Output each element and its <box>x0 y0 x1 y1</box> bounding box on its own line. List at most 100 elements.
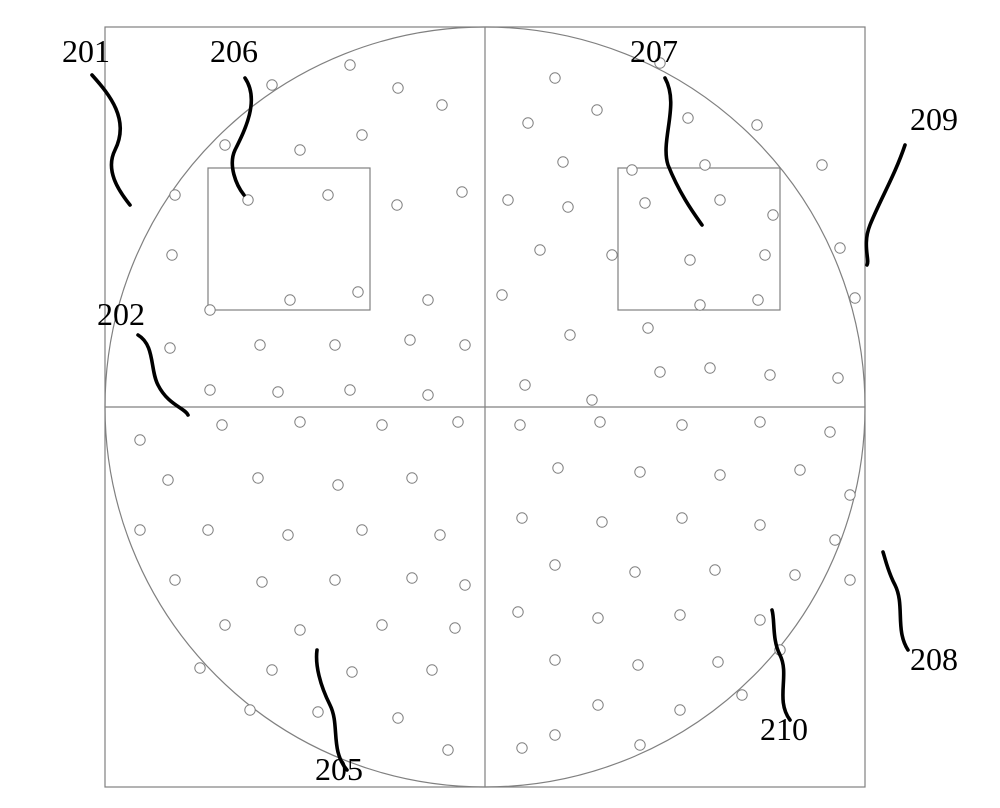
dot <box>550 73 560 83</box>
dot <box>377 620 387 630</box>
dot <box>517 513 527 523</box>
dot <box>655 367 665 377</box>
dot <box>513 607 523 617</box>
dot <box>597 517 607 527</box>
label-202: 202 <box>97 296 145 332</box>
dot <box>520 380 530 390</box>
dot <box>715 195 725 205</box>
dot <box>515 420 525 430</box>
dot <box>333 480 343 490</box>
inner-box-right <box>618 168 780 310</box>
leader-206 <box>232 78 251 195</box>
dot <box>592 105 602 115</box>
dot <box>392 200 402 210</box>
leader-201 <box>92 75 130 205</box>
dot <box>377 420 387 430</box>
dot <box>450 623 460 633</box>
dot <box>607 250 617 260</box>
dot <box>640 198 650 208</box>
dot <box>170 575 180 585</box>
dot <box>850 293 860 303</box>
dot <box>323 190 333 200</box>
leader-202 <box>138 335 188 415</box>
leader-207 <box>665 78 702 225</box>
dot <box>135 435 145 445</box>
dot <box>353 287 363 297</box>
dot <box>427 665 437 675</box>
dot <box>535 245 545 255</box>
dot <box>830 535 840 545</box>
dot <box>393 713 403 723</box>
dot <box>833 373 843 383</box>
dot <box>677 513 687 523</box>
dot <box>817 160 827 170</box>
dot <box>165 343 175 353</box>
dot <box>347 667 357 677</box>
dot <box>795 465 805 475</box>
dot <box>423 390 433 400</box>
dot <box>715 470 725 480</box>
dot <box>393 83 403 93</box>
dot <box>825 427 835 437</box>
dot <box>737 690 747 700</box>
dot <box>705 363 715 373</box>
dot <box>503 195 513 205</box>
dot <box>167 250 177 260</box>
dot <box>253 473 263 483</box>
dot <box>220 140 230 150</box>
dot <box>677 420 687 430</box>
dot <box>675 610 685 620</box>
label-205: 205 <box>315 751 363 787</box>
dot <box>257 577 267 587</box>
dot <box>595 417 605 427</box>
label-201: 201 <box>62 33 110 69</box>
dot <box>205 385 215 395</box>
dot <box>760 250 770 260</box>
dot <box>710 565 720 575</box>
dot <box>550 655 560 665</box>
dot <box>755 520 765 530</box>
dot <box>295 417 305 427</box>
dot <box>423 295 433 305</box>
dot <box>630 567 640 577</box>
dot <box>330 575 340 585</box>
dot <box>497 290 507 300</box>
dot <box>345 385 355 395</box>
dot <box>755 417 765 427</box>
dot <box>435 530 445 540</box>
dot <box>523 118 533 128</box>
dot <box>357 130 367 140</box>
leader-209 <box>866 145 905 265</box>
dot <box>790 570 800 580</box>
dot <box>550 730 560 740</box>
dot <box>217 420 227 430</box>
diagram-canvas: 201202205206207208209210 <box>0 0 1000 808</box>
dot <box>675 705 685 715</box>
dot <box>683 113 693 123</box>
dot <box>267 80 277 90</box>
dot <box>755 615 765 625</box>
dot <box>700 160 710 170</box>
dot <box>457 187 467 197</box>
dot <box>267 665 277 675</box>
dot <box>407 573 417 583</box>
dot <box>768 210 778 220</box>
dot <box>845 490 855 500</box>
dot <box>330 340 340 350</box>
dot <box>713 657 723 667</box>
label-206: 206 <box>210 33 258 69</box>
dot <box>593 613 603 623</box>
dot <box>635 740 645 750</box>
dot <box>635 467 645 477</box>
label-207: 207 <box>630 33 678 69</box>
dot <box>285 295 295 305</box>
dot <box>460 580 470 590</box>
dot <box>405 335 415 345</box>
dot <box>643 323 653 333</box>
dot <box>627 165 637 175</box>
dot <box>255 340 265 350</box>
dot <box>563 202 573 212</box>
dot <box>593 700 603 710</box>
dot <box>845 575 855 585</box>
dot <box>407 473 417 483</box>
